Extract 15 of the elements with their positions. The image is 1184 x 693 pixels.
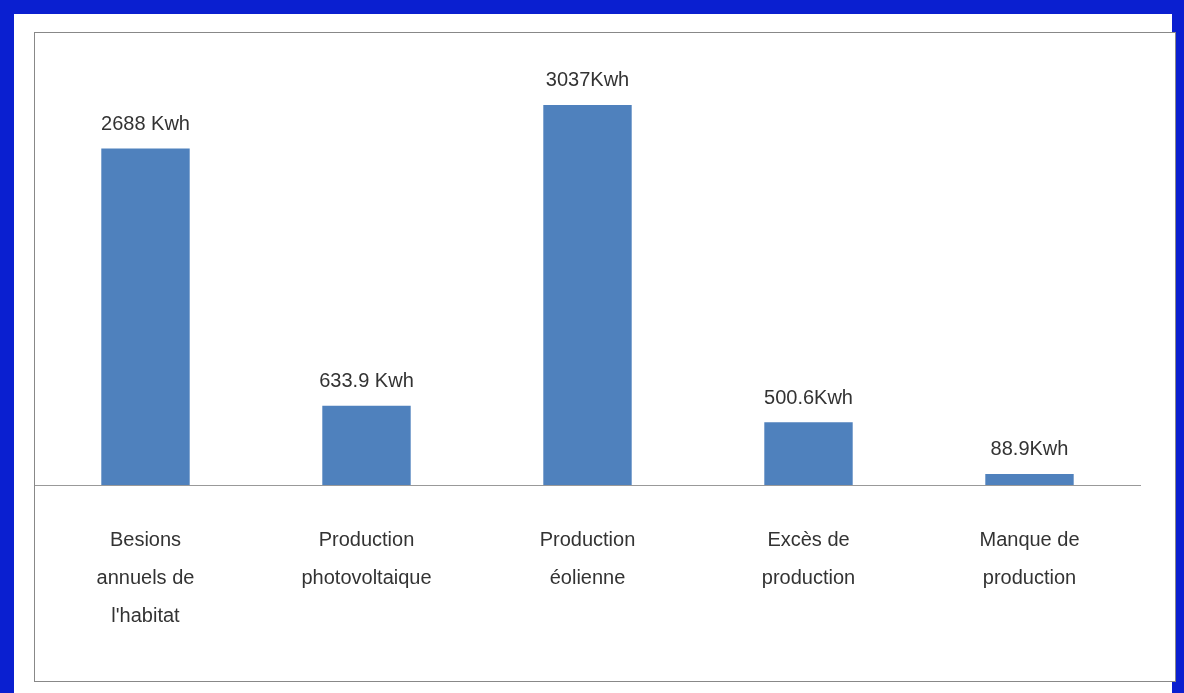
data-label: 3037Kwh (545, 68, 630, 91)
data-label: 633.9 Kwh (319, 369, 414, 392)
x-tick-label: Manque de production (979, 527, 1080, 588)
data-label: 2688 Kwh (101, 112, 190, 135)
x-tick-label: Besions annuels de l'habitat (96, 527, 195, 626)
bar (101, 148, 190, 485)
x-tick-label: Excès de production (761, 527, 856, 588)
data-label: 88.9Kwh (990, 437, 1069, 460)
bar (985, 473, 1074, 485)
bar (322, 405, 411, 485)
bar (764, 422, 853, 485)
x-tick-label: Production photovoltaique (301, 527, 432, 588)
bar (543, 104, 632, 485)
data-label: 500.6Kwh (764, 385, 853, 408)
x-tick-label: Production éolienne (539, 527, 636, 588)
